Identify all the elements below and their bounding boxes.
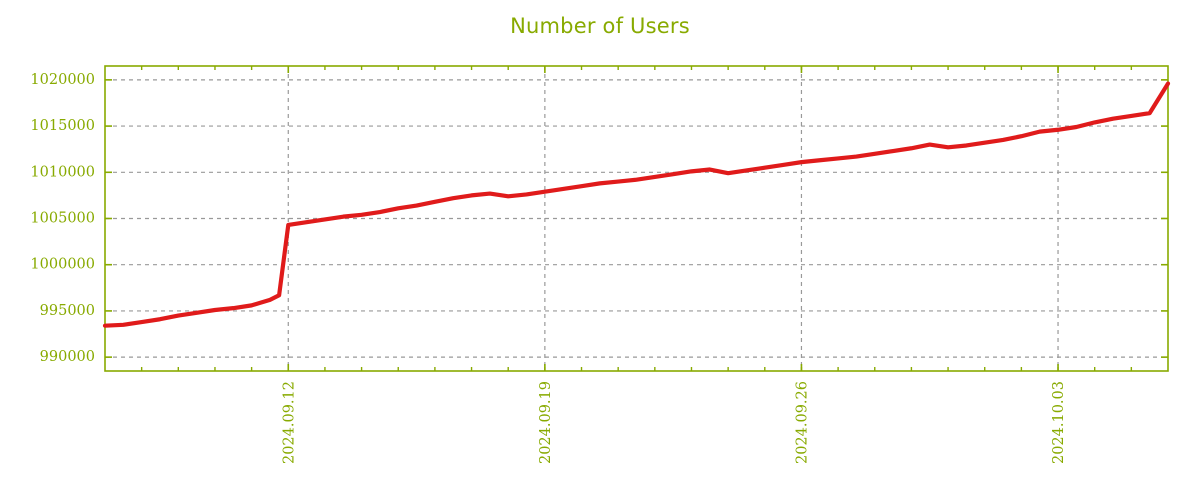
plot-frame (104, 65, 1169, 372)
vertical-gridlines (287, 66, 1059, 371)
x-axis-tick-label: 2024.09.26 (794, 381, 810, 464)
y-axis-tick-label: 1020000 (30, 72, 95, 88)
y-axis-tick-label: 1000000 (30, 257, 95, 273)
y-axis-tick-label: 1015000 (30, 118, 95, 134)
horizontal-gridlines (105, 79, 1168, 358)
y-axis-tick-label: 990000 (40, 349, 95, 365)
y-axis-tick-label: 995000 (40, 303, 95, 319)
y-axis-tick-label: 1010000 (30, 164, 95, 180)
x-axis-tick-label: 2024.10.03 (1051, 381, 1067, 464)
chart-title: Number of Users (510, 14, 690, 38)
y-axis-tick-label: 1005000 (30, 211, 95, 227)
data-series-line (102, 81, 1171, 328)
x-axis-tick-label: 2024.09.19 (538, 381, 554, 464)
axis-major-ticks (105, 66, 1168, 371)
x-axis-tick-labels: 2024.09.12 2024.09.19 2024.09.26 2024.10.03 (281, 381, 1067, 464)
y-axis-tick-labels: 990000 995000 1000000 1005000 1010000 1015000… (30, 72, 95, 365)
x-axis-tick-label: 2024.09.12 (281, 381, 297, 464)
